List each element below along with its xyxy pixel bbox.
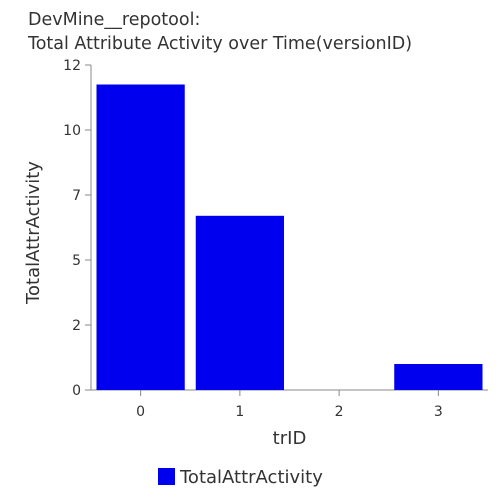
y-tick-label: 5 <box>72 253 81 269</box>
legend-swatch <box>158 468 175 485</box>
x-tick-label: 1 <box>235 404 244 420</box>
bar-1 <box>195 215 284 390</box>
y-axis-title: TotalAttrActivity <box>23 161 44 305</box>
chart-title: DevMine__repotool: Total Attribute Activ… <box>28 8 412 56</box>
chart-title-line-1: DevMine__repotool: <box>28 10 201 30</box>
legend: TotalAttrActivity <box>158 467 323 488</box>
y-tick-label: 12 <box>63 58 81 74</box>
y-tick-label: 10 <box>63 123 81 139</box>
y-tick-label: 2 <box>72 318 81 334</box>
x-tick-label: 0 <box>136 404 145 420</box>
chart-title-line-2: Total Attribute Activity over Time(versi… <box>28 34 413 54</box>
x-axis-title: trID <box>273 428 307 449</box>
bars <box>96 84 483 390</box>
y-tick-label: 7 <box>72 188 81 204</box>
bar-0 <box>96 84 185 390</box>
x-axis: 0 1 2 3 <box>91 389 488 420</box>
y-tick-label: 0 <box>72 383 81 399</box>
legend-label: TotalAttrActivity <box>179 467 323 488</box>
x-tick-label: 3 <box>434 404 443 420</box>
x-tick-label: 2 <box>335 404 344 420</box>
bar-3 <box>394 364 483 390</box>
y-axis: 0 2 5 7 10 12 <box>63 58 92 399</box>
